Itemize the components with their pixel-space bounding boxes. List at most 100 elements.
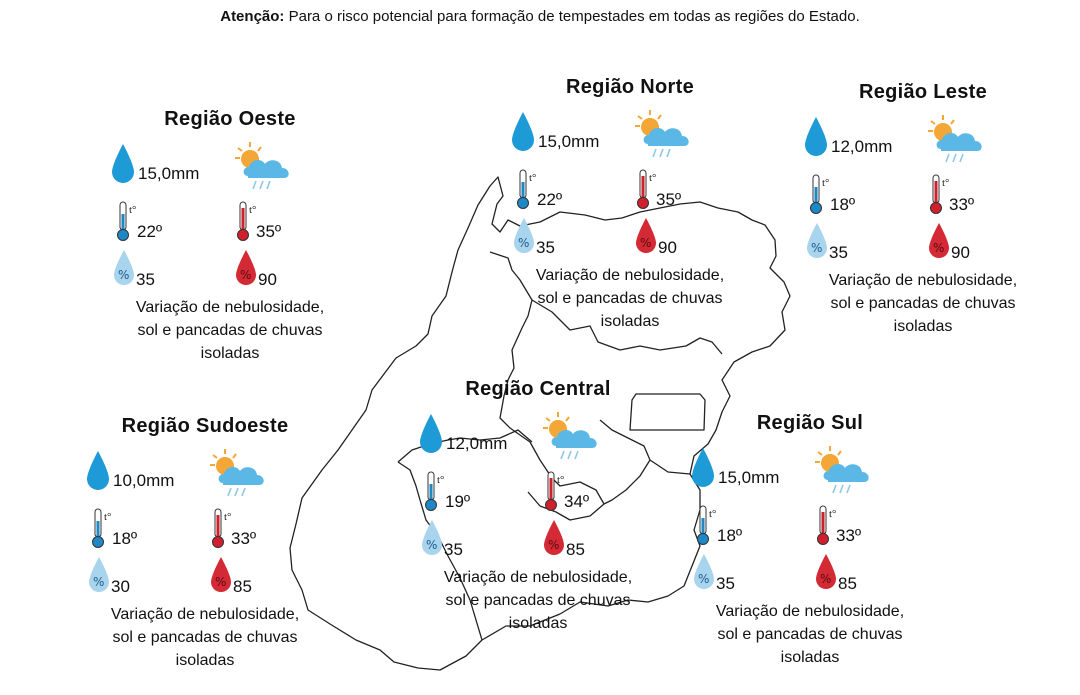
humidity-max: 85 [566, 540, 585, 559]
rain-amount: 15,0mm [718, 468, 780, 487]
water-drop-icon [420, 414, 442, 453]
weather-description: Variação de nebulosidade, sol e pancadas… [715, 603, 905, 666]
water-drop-icon [512, 112, 534, 151]
region-title: Região Central [465, 378, 611, 400]
region-title: Região Oeste [164, 108, 296, 130]
partly-cloudy-rain-icon [815, 446, 869, 494]
temperature-min: 18º [112, 529, 138, 548]
region-oeste: Região Oeste 15,0mm t° 22º t° 35º % 35 %… [110, 108, 350, 388]
svg-text:%: % [93, 575, 104, 589]
region-title: Região Leste [858, 81, 988, 103]
thermometer-cold-icon: t° [810, 174, 829, 214]
humidity-high-icon: % [636, 218, 656, 253]
water-drop-icon [692, 448, 714, 487]
humidity-high-icon: % [544, 520, 564, 555]
rain-amount: 12,0mm [831, 137, 893, 156]
region-leste: Região Leste 12,0mm t° 18º t° 33º % 35 %… [803, 81, 1043, 361]
humidity-min: 35 [536, 238, 555, 257]
humidity-high-icon: % [211, 557, 231, 592]
humidity-low-icon: % [114, 250, 134, 285]
humidity-low-icon: % [89, 557, 109, 592]
svg-text:t°: t° [249, 204, 256, 216]
border-norte-east [531, 299, 723, 355]
svg-text:t°: t° [557, 474, 564, 486]
humidity-high-icon: % [236, 250, 256, 285]
region-title: Região Sul [756, 412, 864, 434]
svg-text:t°: t° [709, 508, 716, 520]
svg-text:t°: t° [224, 511, 231, 523]
svg-text:%: % [240, 268, 251, 282]
rain-amount: 15,0mm [138, 164, 200, 183]
rain-amount: 15,0mm [538, 132, 600, 151]
humidity-low-icon: % [807, 223, 827, 258]
partly-cloudy-rain-icon [210, 449, 264, 497]
border-sul-east [649, 459, 691, 475]
svg-text:%: % [118, 268, 129, 282]
svg-text:%: % [518, 236, 529, 250]
temperature-max: 33º [231, 529, 257, 548]
humidity-low-icon: % [422, 520, 442, 555]
temperature-max: 35º [256, 222, 282, 241]
weather-description: Variação de nebulosidade, sol e pancadas… [110, 606, 300, 669]
border-norte [489, 251, 533, 443]
storm-notice: Atenção: Para o risco potencial para for… [0, 8, 1080, 25]
temperature-min: 18º [717, 526, 743, 545]
svg-text:t°: t° [942, 177, 949, 189]
region-sul: Região Sul 15,0mm t° 18º t° 33º % 35 % 8… [690, 412, 930, 692]
notice-text: Para o risco potencial para formação de … [288, 8, 860, 25]
rain-amount: 12,0mm [446, 434, 508, 453]
svg-text:t°: t° [649, 172, 656, 184]
humidity-high-icon: % [816, 554, 836, 589]
temperature-min: 18º [830, 195, 856, 214]
thermometer-hot-icon: t° [212, 508, 231, 548]
notice-label: Atenção: [220, 8, 285, 25]
svg-text:t°: t° [129, 204, 136, 216]
svg-text:%: % [640, 236, 651, 250]
svg-text:%: % [426, 538, 437, 552]
thermometer-cold-icon: t° [697, 505, 716, 545]
svg-text:%: % [215, 575, 226, 589]
svg-text:t°: t° [822, 177, 829, 189]
thermometer-cold-icon: t° [92, 508, 111, 548]
temperature-max: 34º [564, 492, 590, 511]
thermometer-hot-icon: t° [637, 169, 656, 209]
rain-amount: 10,0mm [113, 471, 175, 490]
svg-text:%: % [698, 572, 709, 586]
temperature-min: 19º [445, 492, 471, 511]
humidity-low-icon: % [694, 554, 714, 589]
region-norte: Região Norte 15,0mm t° 22º t° 35º % 35 %… [510, 76, 750, 356]
thermometer-hot-icon: t° [237, 201, 256, 241]
humidity-max: 85 [233, 577, 252, 596]
svg-text:t°: t° [437, 474, 444, 486]
humidity-max: 85 [838, 574, 857, 593]
svg-text:t°: t° [829, 508, 836, 520]
water-drop-icon [112, 144, 134, 183]
border-central-west [397, 429, 533, 463]
temperature-max: 33º [836, 526, 862, 545]
humidity-max: 90 [658, 238, 677, 257]
partly-cloudy-rain-icon [635, 110, 689, 158]
humidity-min: 35 [136, 270, 155, 289]
humidity-max: 90 [951, 243, 970, 262]
svg-text:%: % [811, 241, 822, 255]
temperature-max: 33º [949, 195, 975, 214]
partly-cloudy-rain-icon [543, 412, 597, 460]
region-sudoeste: Região Sudoeste 10,0mm t° 18º t° 33º % 3… [85, 415, 325, 695]
humidity-min: 35 [829, 243, 848, 262]
water-drop-icon [87, 451, 109, 490]
partly-cloudy-rain-icon [235, 142, 289, 190]
thermometer-hot-icon: t° [930, 174, 949, 214]
humidity-min: 35 [444, 540, 463, 559]
thermometer-cold-icon: t° [117, 201, 136, 241]
region-title: Região Norte [565, 76, 695, 98]
svg-text:t°: t° [529, 172, 536, 184]
federal-district [629, 393, 706, 431]
temperature-min: 22º [537, 190, 563, 209]
weather-description: Variação de nebulosidade, sol e pancadas… [535, 267, 725, 330]
partly-cloudy-rain-icon [928, 115, 982, 163]
temperature-min: 22º [137, 222, 163, 241]
svg-text:%: % [933, 241, 944, 255]
temperature-max: 35º [656, 190, 682, 209]
humidity-min: 35 [716, 574, 735, 593]
thermometer-hot-icon: t° [817, 505, 836, 545]
